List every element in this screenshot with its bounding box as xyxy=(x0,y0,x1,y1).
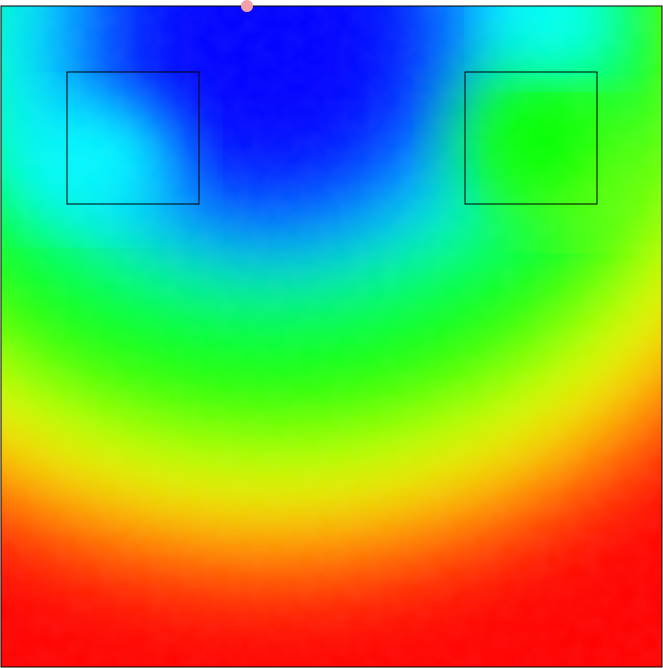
left-box xyxy=(66,71,200,205)
right-box xyxy=(464,71,598,205)
marker-point[interactable] xyxy=(241,0,253,12)
heatmap-frame xyxy=(0,5,663,668)
